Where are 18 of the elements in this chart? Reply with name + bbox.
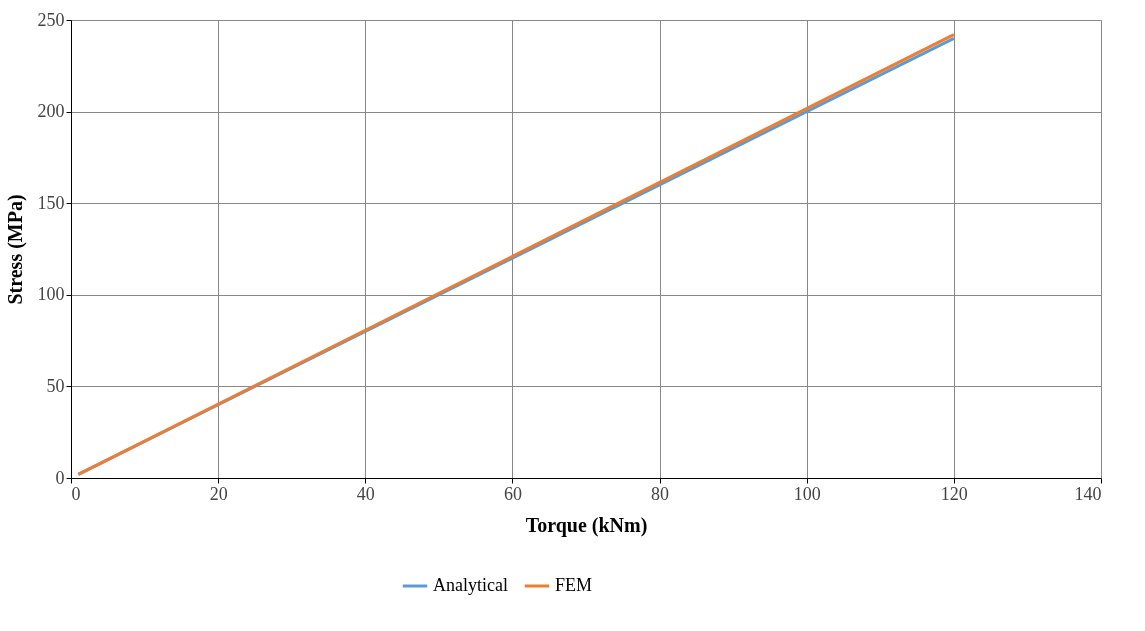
x-tick-label: 140 (1074, 483, 1102, 504)
y-tick-label: 100 (37, 284, 65, 305)
y-tick-label: 250 (37, 9, 65, 30)
x-tick-label: 40 (356, 483, 375, 504)
x-tick-label: 0 (71, 483, 81, 504)
x-tick-label: 60 (503, 483, 522, 504)
y-tick-label: 0 (55, 467, 65, 488)
y-tick-label: 200 (37, 101, 65, 122)
x-tick-label: 20 (209, 483, 228, 504)
legend-label: Analytical (433, 575, 508, 595)
y-tick-label: 50 (46, 375, 65, 396)
x-tick-label: 120 (940, 483, 968, 504)
y-tick-label: 150 (37, 192, 65, 213)
legend-label: FEM (555, 575, 593, 595)
y-axis-title: Stress (MPa) (3, 194, 27, 305)
x-tick-label: 100 (793, 483, 821, 504)
x-tick-label: 80 (651, 483, 670, 504)
x-axis-title: Torque (kNm) (525, 513, 648, 537)
